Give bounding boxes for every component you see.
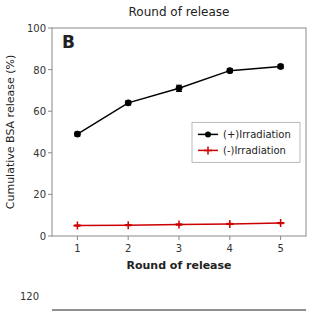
error-bar [74, 132, 80, 136]
y-axis-label: Cumulative BSA release (%) [4, 55, 17, 209]
legend-label: (+)Irradiation [223, 129, 291, 140]
panel-label: B [62, 32, 75, 52]
y-tick-label: 40 [33, 148, 46, 159]
y-tick [48, 28, 52, 29]
error-bar [227, 69, 233, 73]
point [226, 220, 234, 228]
x-tick [77, 236, 78, 240]
error-bar [176, 85, 182, 91]
legend-box [192, 122, 300, 162]
point [227, 68, 233, 74]
x-axis-label: Round of release [126, 259, 231, 272]
point [125, 100, 131, 106]
error-bar [125, 101, 131, 105]
x-tick-label: 1 [74, 243, 80, 254]
point [74, 131, 80, 137]
legend-label: (-)Irradiation [223, 145, 286, 156]
x-tick [128, 236, 129, 240]
x-tick-label: 2 [125, 243, 131, 254]
next-panel-edge [52, 310, 306, 311]
y-tick-label: 20 [33, 189, 46, 200]
point [175, 221, 183, 229]
annotation: 120 [20, 291, 39, 302]
y-tick [48, 69, 52, 70]
point [278, 63, 284, 69]
error-bar [278, 64, 284, 68]
y-tick-label: 100 [27, 23, 46, 34]
x-tick [179, 236, 180, 240]
x-tick-label: 4 [227, 243, 233, 254]
y-tick-label: 60 [33, 106, 46, 117]
x-tick-label: 5 [277, 243, 283, 254]
y-tick [48, 152, 52, 153]
y-tick [48, 111, 52, 112]
y-tick-label: 80 [33, 65, 46, 76]
title: Round of release [129, 5, 230, 19]
point [73, 222, 81, 230]
x-tick [280, 236, 281, 240]
x-tick-label: 3 [176, 243, 182, 254]
point [176, 85, 182, 91]
chart: Round of release 0 20 40 60 80 100 1 2 3 4 5 Round o… [0, 0, 320, 320]
y-tick [48, 236, 52, 237]
x-tick [229, 236, 230, 240]
point [277, 219, 285, 227]
legend-marker [204, 146, 212, 154]
point [124, 221, 132, 229]
y-tick [48, 194, 52, 195]
legend-marker [205, 131, 211, 137]
y-tick-label: 0 [40, 231, 46, 242]
plot-frame [52, 28, 306, 236]
legend: (+)Irradiation (-)Irradiation [192, 122, 300, 162]
